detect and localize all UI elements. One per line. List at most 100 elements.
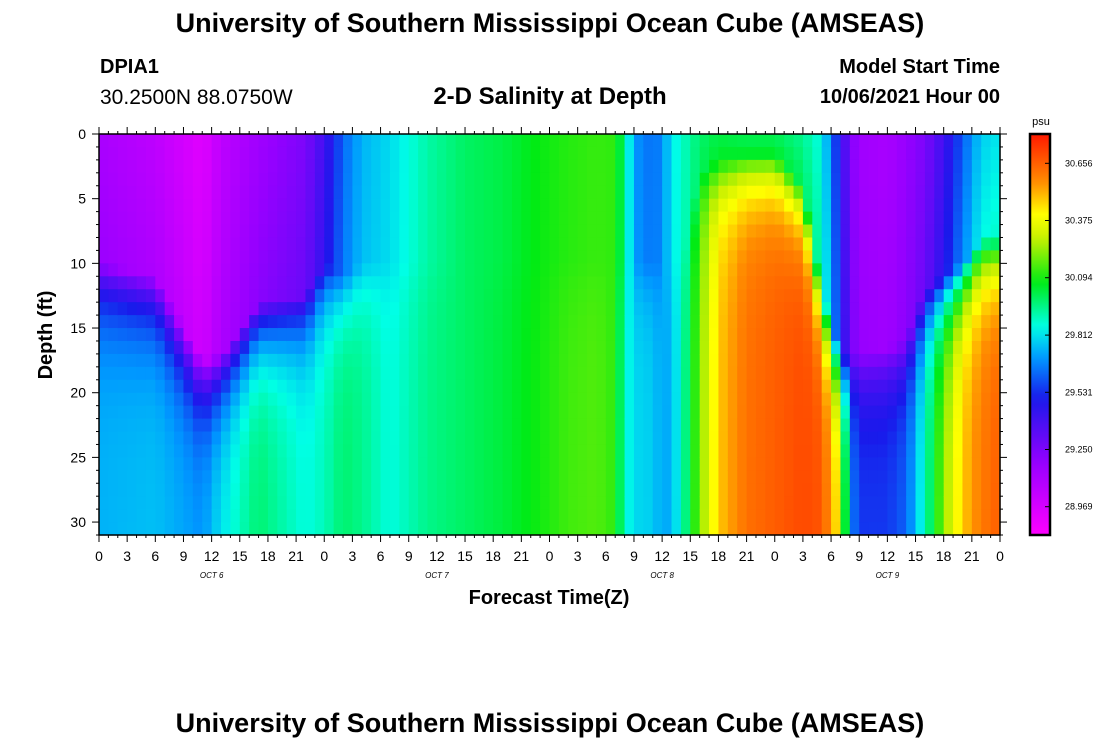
heatmap-cell	[558, 263, 569, 277]
heatmap-cell	[389, 522, 400, 536]
heatmap-cell	[436, 509, 447, 523]
heatmap-cell	[755, 509, 766, 523]
heatmap-cell	[127, 457, 138, 471]
heatmap-cell	[718, 250, 729, 264]
heatmap-cell	[446, 431, 457, 446]
heatmap-cell	[343, 263, 354, 277]
heatmap-cell	[587, 224, 598, 239]
heatmap-cell	[934, 444, 945, 458]
heatmap-cell	[399, 159, 410, 174]
heatmap-cell	[568, 496, 579, 510]
heatmap-cell	[953, 185, 964, 200]
heatmap-cell	[361, 470, 372, 484]
heatmap-cell	[568, 509, 579, 523]
heatmap-cell	[774, 444, 785, 458]
heatmap-cell	[990, 483, 1001, 497]
heatmap-cell	[108, 159, 119, 174]
heatmap-cell	[399, 353, 410, 368]
heatmap-cell	[633, 224, 644, 239]
heatmap-cell	[652, 340, 663, 355]
heatmap-cell	[361, 159, 372, 174]
heatmap-cell	[765, 509, 776, 523]
heatmap-cell	[296, 366, 307, 381]
heatmap-cell	[174, 328, 185, 342]
heatmap-cell	[474, 392, 485, 407]
heatmap-cell	[962, 159, 973, 174]
heatmap-cell	[943, 340, 954, 355]
heatmap-cell	[699, 483, 710, 497]
heatmap-cell	[408, 509, 419, 523]
heatmap-cell	[624, 522, 635, 536]
heatmap-cell	[465, 509, 476, 523]
heatmap-cell	[558, 289, 569, 303]
heatmap-cell	[408, 405, 419, 420]
heatmap-cell	[924, 172, 935, 187]
heatmap-cell	[511, 315, 522, 329]
heatmap-cell	[877, 509, 888, 523]
heatmap-cell	[540, 483, 551, 497]
heatmap-cell	[446, 470, 457, 484]
heatmap-cell	[896, 366, 907, 381]
heatmap-cell	[934, 328, 945, 342]
heatmap-cell	[465, 328, 476, 342]
heatmap-cell	[577, 172, 588, 187]
heatmap-cell	[502, 340, 513, 355]
heatmap-cell	[230, 263, 241, 277]
heatmap-cell	[953, 159, 964, 174]
heatmap-cell	[934, 340, 945, 355]
heatmap-cell	[924, 366, 935, 381]
heatmap-cell	[211, 276, 222, 290]
heatmap-cell	[258, 315, 269, 329]
heatmap-cell	[258, 134, 269, 148]
heatmap-cell	[174, 496, 185, 510]
heatmap-cell	[624, 405, 635, 420]
heatmap-cell	[568, 224, 579, 239]
heatmap-cell	[746, 328, 757, 342]
heatmap-cell	[202, 379, 213, 394]
heatmap-cell	[793, 172, 804, 187]
heatmap-cell	[117, 340, 128, 355]
heatmap-cell	[343, 509, 354, 523]
heatmap-cell	[249, 418, 260, 433]
heatmap-cell	[643, 509, 654, 523]
heatmap-cell	[643, 134, 654, 148]
heatmap-cell	[314, 146, 325, 161]
heatmap-cell	[812, 185, 823, 200]
heatmap-cell	[436, 224, 447, 239]
heatmap-cell	[258, 470, 269, 484]
heatmap-cell	[755, 483, 766, 497]
heatmap-cell	[361, 328, 372, 342]
heatmap-cell	[558, 418, 569, 433]
heatmap-cell	[680, 392, 691, 407]
heatmap-cell	[765, 522, 776, 536]
heatmap-cell	[333, 522, 344, 536]
heatmap-cell	[418, 302, 429, 316]
heatmap-cell	[117, 185, 128, 200]
heatmap-cell	[540, 185, 551, 200]
heatmap-cell	[446, 353, 457, 368]
heatmap-cell	[493, 496, 504, 510]
heatmap-cell	[812, 302, 823, 316]
heatmap-cell	[605, 483, 616, 497]
heatmap-cell	[990, 340, 1001, 355]
heatmap-cell	[680, 224, 691, 239]
heatmap-cell	[230, 211, 241, 226]
heatmap-cell	[127, 405, 138, 420]
heatmap-cell	[962, 470, 973, 484]
heatmap-cell	[605, 496, 616, 510]
heatmap-cell	[868, 353, 879, 368]
heatmap-cell	[540, 470, 551, 484]
heatmap-cell	[774, 328, 785, 342]
heatmap-cell	[877, 185, 888, 200]
heatmap-cell	[380, 237, 391, 252]
heatmap-cell	[108, 379, 119, 394]
heatmap-cell	[624, 315, 635, 329]
heatmap-cell	[962, 328, 973, 342]
heatmap-cell	[221, 509, 231, 523]
heatmap-cell	[502, 496, 513, 510]
heatmap-cell	[174, 392, 185, 407]
heatmap-cell	[211, 418, 222, 433]
heatmap-cell	[183, 211, 194, 226]
colorbar: 30.65630.37530.09429.81229.53129.25028.9…	[1028, 132, 1093, 537]
colorbar-tick-label: 30.094	[1065, 273, 1093, 283]
